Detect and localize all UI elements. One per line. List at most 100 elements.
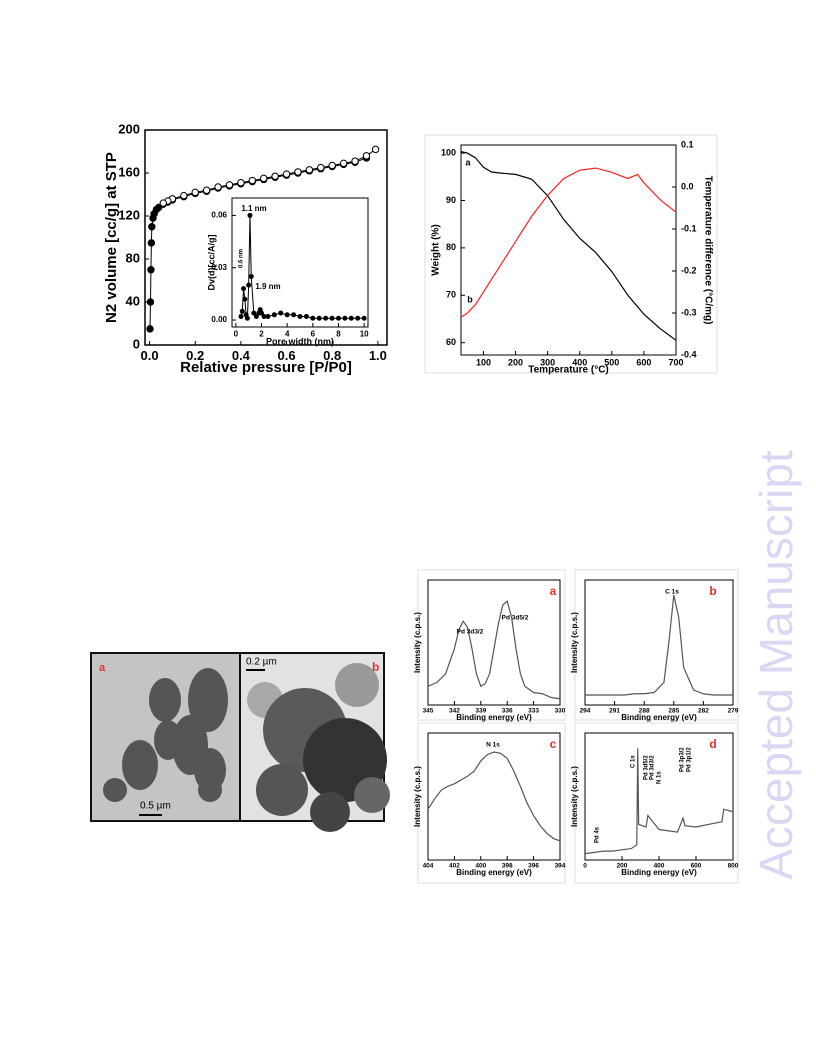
data-point [271, 172, 279, 180]
data-point [241, 286, 247, 292]
tem-particles-a [103, 668, 228, 802]
x-axis-label: Binding energy (eV) [621, 713, 697, 722]
chart: 404 402 400 398 396 394 Binding energy (eV) Int… [413, 722, 566, 884]
scale-bar-label: 0.2 µm [246, 657, 277, 668]
x-axis-label: Binding energy (eV) [621, 868, 697, 877]
data-point [251, 310, 257, 316]
data-point [371, 145, 380, 154]
x-tick-label: 10 [360, 329, 369, 338]
x-tick-label: 800 [728, 863, 739, 870]
x-tick-label: 2 [259, 329, 264, 338]
data-point [159, 199, 167, 207]
data-point [282, 170, 291, 178]
data-point [316, 315, 322, 321]
data-point [348, 315, 354, 321]
tem-particles-b [247, 663, 390, 832]
data-point [310, 315, 316, 321]
y-tick-label: 60 [446, 337, 456, 347]
x-axis-label: Temperature (°C) [528, 365, 609, 376]
x-tick-label: 6 [311, 329, 316, 338]
scale-bar-label: 0.5 µm [140, 801, 171, 812]
data-point [278, 310, 284, 316]
x-tick-label: 279 [728, 708, 739, 715]
annotation: Pd 3d5/2 [502, 615, 529, 622]
x-tick-label: 404 [423, 863, 434, 870]
data-point [294, 168, 302, 176]
x-tick-label: 100 [476, 357, 491, 367]
annotation: 1.1 nm [241, 204, 266, 213]
y-tick-label: 80 [446, 242, 456, 252]
data-point [248, 273, 254, 279]
y-tick-label: 120 [118, 207, 140, 222]
y-axis-label: Weight (%) [431, 224, 442, 275]
x-tick-label: 396 [528, 863, 539, 870]
annotation: Pd 3d3/2 [457, 629, 484, 636]
data-point [303, 314, 309, 320]
data-point [147, 266, 155, 274]
tem-panel-label: a [99, 662, 106, 674]
tem-image: a b 0.5 µm 0.2 µm [90, 652, 390, 832]
chart: 294 291 288 285 282 279 Binding energy (eV) Int… [570, 569, 739, 722]
data-point [191, 188, 199, 197]
annotation: C 1s [665, 589, 679, 596]
data-point [147, 239, 156, 247]
x-tick-label: 8 [336, 329, 341, 338]
series-line [427, 751, 561, 842]
data-point [361, 315, 367, 321]
x-tick-label: 330 [555, 708, 566, 715]
data-point [362, 152, 371, 160]
y-tick-label: 70 [446, 290, 456, 300]
figure-border [417, 569, 566, 721]
x-tick-label: 200 [617, 863, 628, 870]
x-tick-label: 500 [604, 357, 619, 367]
y-tick-label: 100 [441, 147, 456, 157]
data-point [351, 157, 359, 165]
x-axis-label: Binding energy (eV) [456, 868, 532, 877]
data-point [244, 315, 250, 321]
annotation: 0.6 nm [239, 249, 245, 268]
data-point [180, 191, 188, 200]
annotation: N 1s [486, 742, 500, 749]
data-point [146, 298, 155, 306]
chart: 100 200 300 400 500 600 700 60 70 80 90 100 -0.4 -0.3… [424, 134, 718, 376]
data-point [225, 181, 234, 189]
series-line [427, 600, 561, 700]
x-tick-label: 294 [580, 708, 591, 715]
figure-border [417, 722, 566, 884]
data-point [148, 223, 156, 231]
x-tick-label: 200 [508, 357, 523, 367]
data-point [342, 315, 348, 321]
annotation: b [467, 294, 473, 304]
x-tick-label: 394 [555, 863, 566, 870]
annotation: N 1s [657, 771, 663, 784]
y-tick-label: 0.03 [211, 263, 227, 272]
x-tick-label: 282 [698, 708, 709, 715]
x-axis-label: Pore width (nm) [266, 336, 334, 346]
data-point [335, 315, 341, 321]
data-point [202, 186, 211, 194]
tem-panel-label: b [372, 660, 379, 674]
y-tick-label: -0.3 [681, 307, 697, 317]
y-tick-label: 0.1 [681, 139, 694, 149]
data-point [339, 159, 348, 168]
figure-border [424, 134, 718, 374]
plot-frame [427, 732, 561, 861]
y-tick-label: 80 [126, 250, 140, 265]
annotation: a [465, 157, 471, 167]
y-tick-label: 40 [126, 293, 140, 308]
x-tick-label: 600 [691, 863, 702, 870]
data-point [305, 166, 314, 174]
plot-frame [584, 732, 734, 861]
x-tick-label: 336 [502, 708, 513, 715]
figure-border [574, 569, 739, 721]
data-point [323, 315, 329, 321]
x-tick-label: 402 [449, 863, 460, 870]
data-point [253, 314, 259, 320]
data-point [248, 176, 257, 185]
chart: 0 2 4 6 8 10 0.00 0.03 0.06 Pore width (nm) Dv(d)[… [206, 197, 369, 346]
x-tick-label: 291 [609, 708, 620, 715]
annotation: Pd 3p3/2 [680, 747, 686, 772]
x-tick-label: 0.6 [278, 348, 296, 363]
data-point [247, 212, 253, 218]
x-tick-label: 0 [234, 329, 239, 338]
